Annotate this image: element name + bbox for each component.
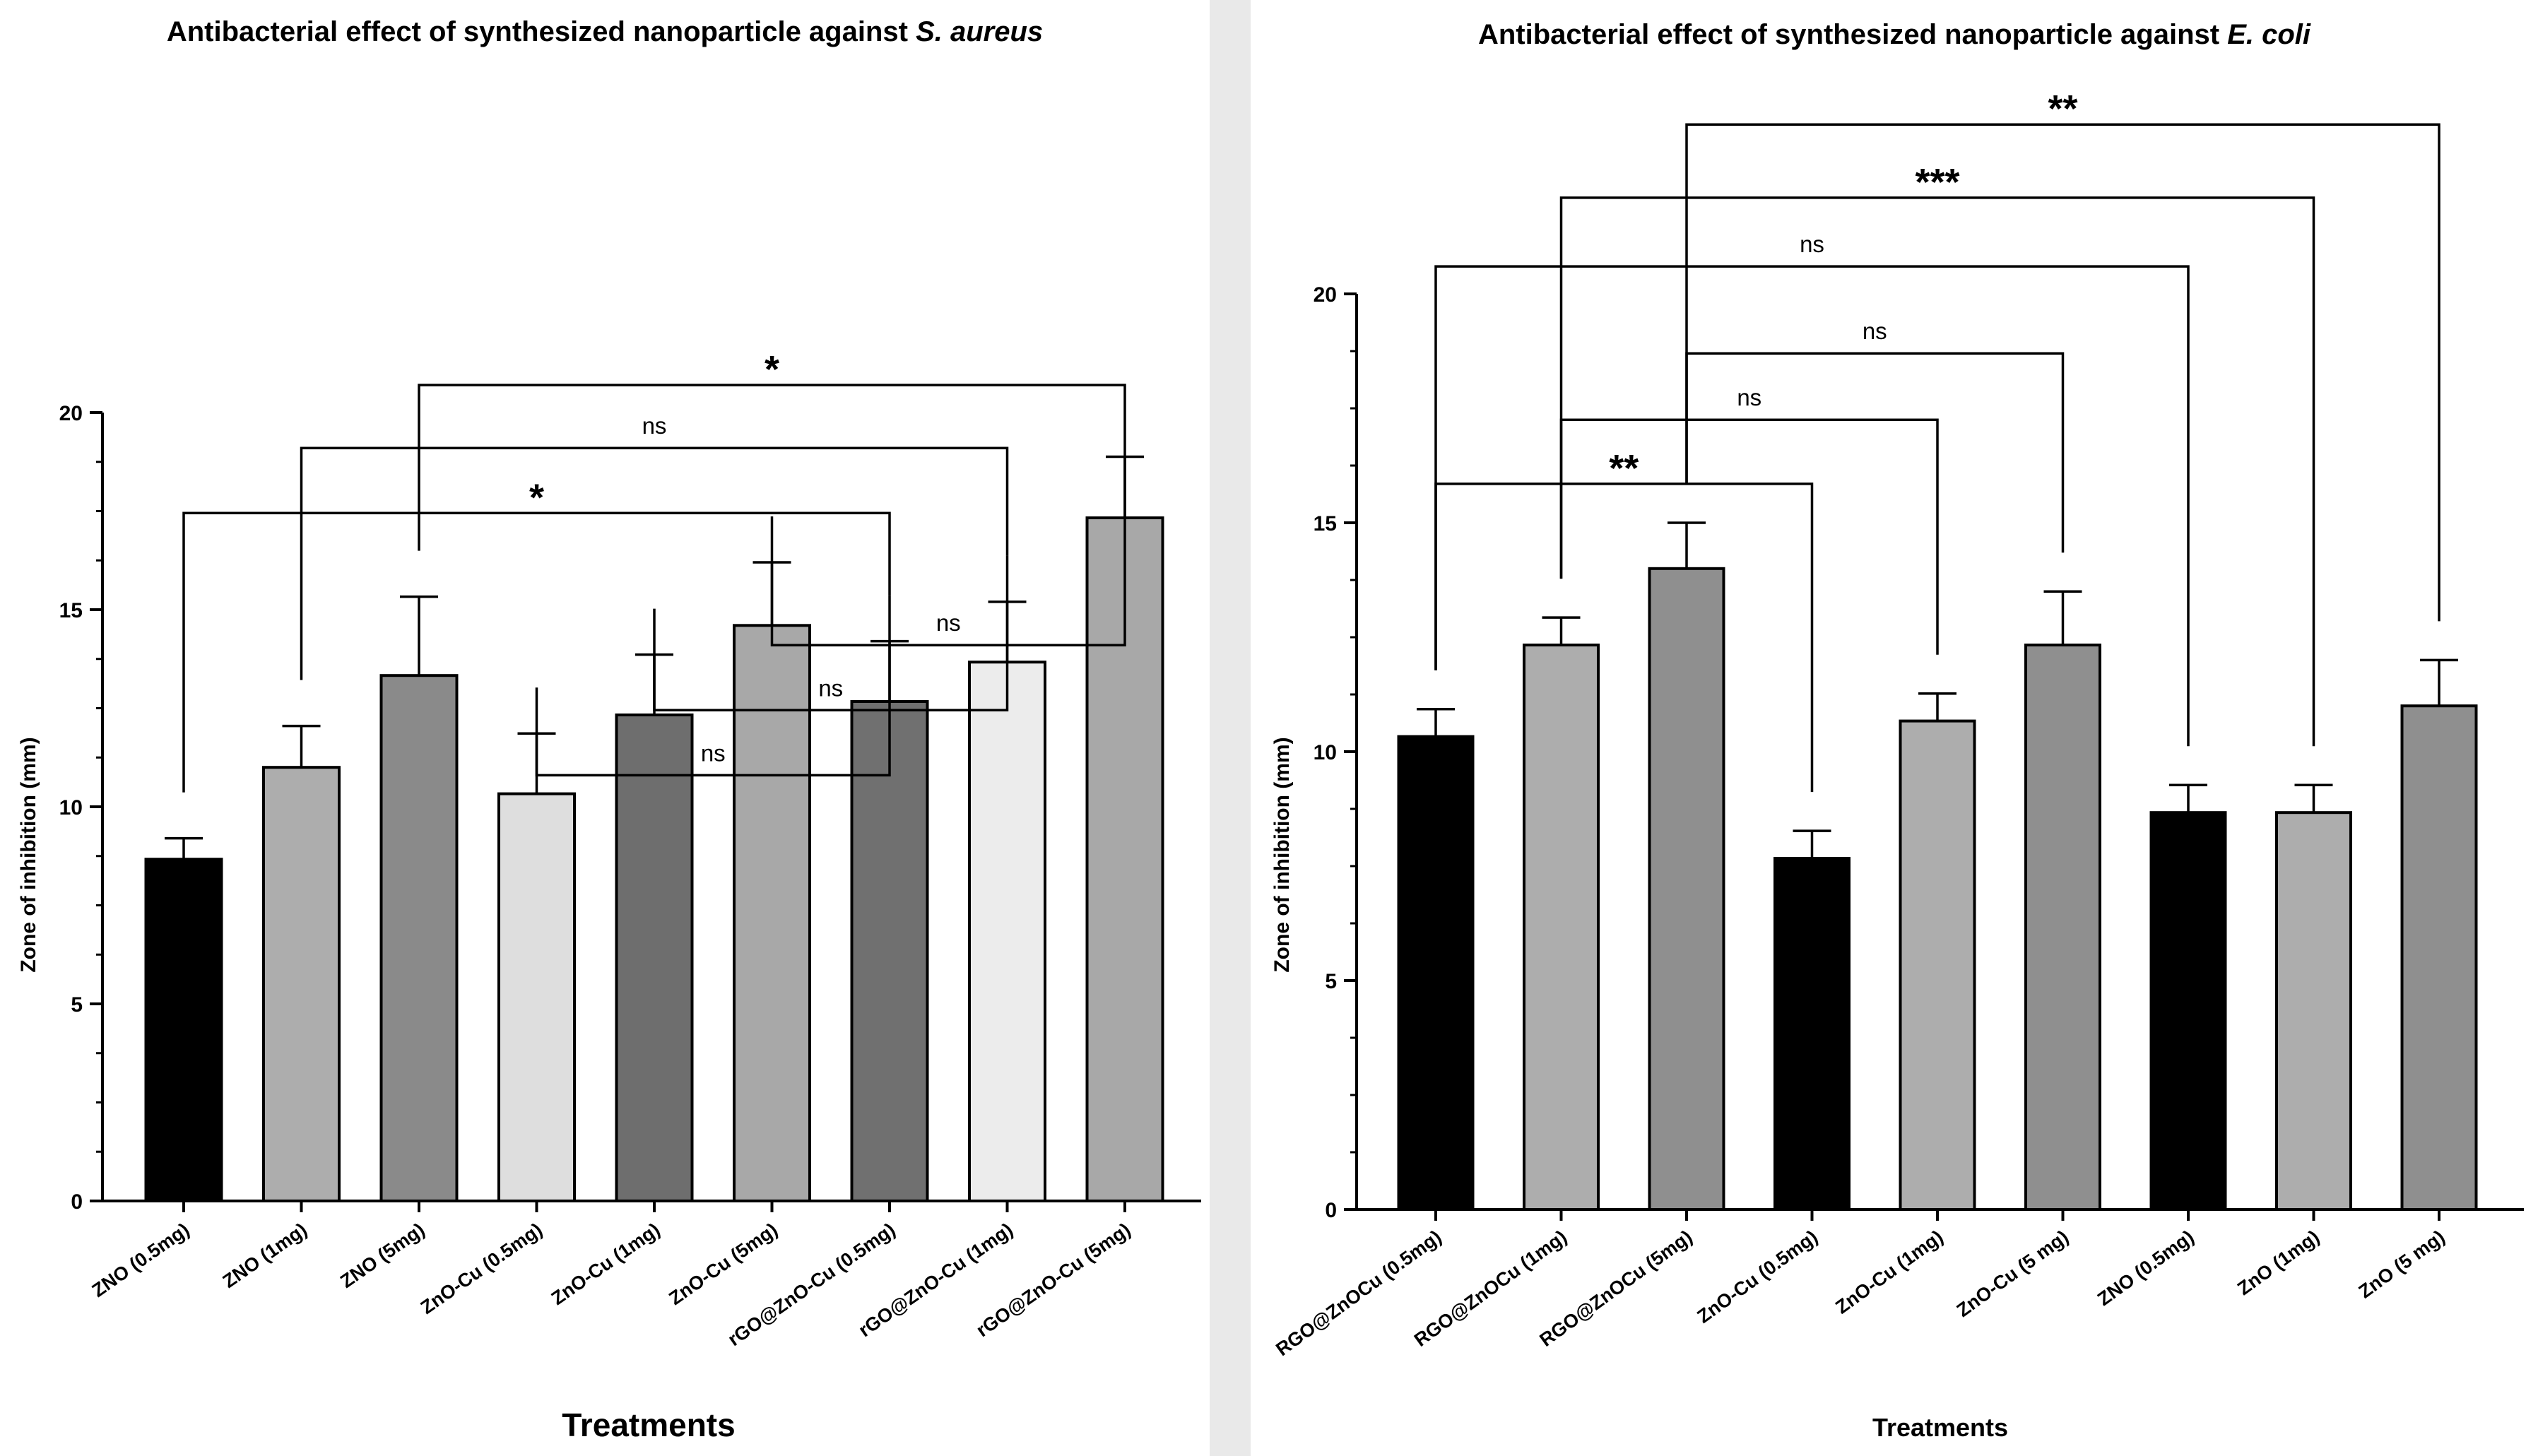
bar [497,792,576,1203]
bar [1523,644,1600,1211]
category-label: ZNO (5mg) [336,1219,428,1292]
chart-title: Antibacterial effect of synthesized nano… [1478,19,2311,50]
significance-label: ns [642,413,667,439]
y-axis-label: Zone of inhibition (mm) [17,737,40,972]
category-label: ZnO (5 mg) [2355,1226,2449,1303]
y-tick-label: 15 [1314,512,1337,535]
y-tick-label: 10 [59,796,83,819]
bar [1899,719,1976,1211]
significance-label: ns [818,675,843,701]
bar [733,624,811,1202]
bar [1397,735,1475,1211]
category-label: ZnO-Cu (5mg) [665,1219,781,1309]
category-label: ZnO-Cu (1mg) [548,1219,664,1309]
category-label: ZNO (0.5mg) [2094,1226,2197,1310]
significance-label: * [529,476,544,519]
y-tick-label: 10 [1314,741,1337,764]
chart-title-text: Antibacterial effect of synthesized nano… [167,16,916,47]
significance-label: ns [701,740,726,766]
bar [144,858,223,1202]
chart-title-organism: S. aureus [916,16,1043,47]
category-label: ZnO-Cu (1mg) [1831,1226,1947,1318]
chart-title-organism: E. coli [2227,19,2311,50]
chart-e-coli: Antibacterial effect of synthesized nano… [1270,19,2524,1442]
significance-bracket [1559,196,2315,747]
category-label: ZnO-Cu (0.5mg) [417,1219,546,1318]
significance-label: ** [1609,447,1639,490]
chart-title-text: Antibacterial effect of synthesized nano… [1478,19,2227,50]
significance-bracket [1685,123,2440,622]
significance-bracket [653,555,1009,712]
significance-label: ns [1800,231,1824,257]
significance-bracket [418,384,1126,551]
y-axis-label: Zone of inhibition (mm) [1270,737,1294,972]
category-label: ZNO (1mg) [219,1219,311,1292]
significance-bracket [182,511,891,793]
bar [615,713,694,1202]
bar [2400,704,2478,1211]
x-axis-label: Treatments [1872,1413,2008,1442]
significance-label: ** [2048,88,2077,130]
significance-label: ns [1863,318,1887,344]
y-tick-label: 15 [59,599,83,622]
y-tick-label: 5 [71,993,83,1017]
bar [1773,856,1851,1211]
category-label: ZnO-Cu (5 mg) [1953,1226,2072,1321]
bar [2149,811,2227,1211]
significance-bracket [1434,483,1814,793]
significance-label: ns [1737,384,1761,410]
y-tick-label: 5 [1325,970,1337,993]
bar [379,674,459,1202]
category-label: ZnO-Cu (0.5mg) [1694,1226,1822,1327]
bar [262,766,341,1202]
bar [2275,811,2352,1211]
chart-title: Antibacterial effect of synthesized nano… [167,16,1043,47]
x-axis-label: Treatments [562,1407,735,1443]
chart-panel-s-aureus: Antibacterial effect of synthesized nano… [0,0,1210,1456]
significance-bracket [770,410,1126,646]
y-tick-label: 0 [71,1190,83,1214]
bar [1648,567,1725,1211]
chart-panel-e-coli: Antibacterial effect of synthesized nano… [1251,0,2538,1456]
significance-label: *** [1915,161,1959,203]
significance-bracket [1434,265,2190,747]
significance-label: * [765,348,779,391]
significance-label: ns [936,610,961,636]
category-label: ZNO (0.5mg) [88,1219,194,1301]
y-tick-label: 20 [59,402,83,425]
bar [968,661,1046,1202]
chart-s-aureus: Antibacterial effect of synthesized nano… [17,16,1201,1443]
y-tick-label: 20 [1314,283,1337,307]
y-tick-label: 0 [1325,1199,1337,1222]
significance-bracket [300,446,1009,680]
bar [2024,644,2101,1211]
significance-bracket [1685,352,2065,553]
significance-bracket [535,595,891,777]
category-label: ZnO (1mg) [2233,1226,2323,1300]
